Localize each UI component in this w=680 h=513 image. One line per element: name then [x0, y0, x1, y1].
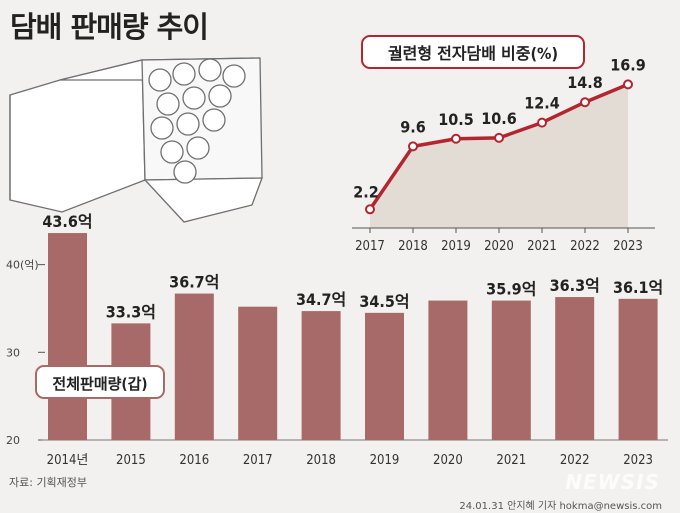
x-tick-label: 2019 [441, 239, 471, 254]
data-point [408, 141, 418, 152]
y-tick-label: 30 [6, 346, 20, 359]
x-tick-label: 2014년 [47, 453, 89, 468]
sales-volume-chart: 40(억) 30 20 43.6억 2014년 33.3억 2015 36.7억 2016 201… [6, 212, 668, 468]
y-tick-label: 20 [6, 434, 20, 447]
newsis-watermark: NEWSIS [565, 470, 660, 494]
data-label: 16.9 [610, 55, 646, 74]
x-tick-label: 2023 [623, 453, 653, 468]
bar-data-label: 36.1억 [613, 278, 663, 297]
data-point [365, 204, 375, 215]
data-point [494, 132, 504, 143]
area-title: 궐련형 전자담배 비중(%) [388, 44, 558, 63]
bar-data-label: 36.7억 [169, 273, 219, 292]
x-tick-label: 2020 [484, 239, 514, 254]
page-title: 담배 판매량 추이 [10, 10, 209, 44]
bar-title-box: 전체판매량(갑) [35, 365, 165, 399]
bar [301, 311, 341, 440]
bar-data-label: 43.6억 [42, 212, 92, 231]
x-tick-label: 2020 [433, 453, 463, 468]
data-label: 10.5 [438, 110, 474, 129]
bar [48, 233, 87, 440]
x-tick-label: 2022 [570, 239, 600, 254]
bar [428, 300, 468, 440]
data-point [451, 133, 461, 144]
credit-line: 24.01.31 안지혜 기자 hokma@newsis.com [459, 501, 662, 512]
watermark-text: NEWSIS [565, 470, 660, 494]
data-point [580, 97, 590, 108]
bar [491, 300, 531, 440]
data-label: 12.4 [524, 94, 560, 113]
source-note: 자료: 기획재정부 [9, 476, 88, 489]
area-fill [370, 84, 628, 228]
bar [555, 297, 595, 440]
bar [238, 306, 278, 440]
data-point [623, 79, 633, 90]
bar [618, 298, 658, 440]
e-cigarette-share-chart: 2017 2018 2019 2020 2021 2022 2023 2.2 9.6 10.5 10… [352, 55, 655, 254]
x-tick-label: 2017 [243, 453, 273, 468]
x-tick-label: 2022 [560, 453, 590, 468]
bar [365, 312, 404, 440]
x-tick-label: 2016 [179, 453, 209, 468]
bar-data-label: 35.9억 [486, 280, 536, 299]
bar-data-label: 36.3억 [550, 276, 600, 295]
data-label: 10.6 [481, 109, 517, 128]
data-label: 9.6 [400, 117, 426, 136]
data-point [537, 117, 547, 128]
y-tick-label: 40(억) [6, 259, 39, 272]
bar [174, 293, 214, 440]
x-tick-label: 2018 [306, 453, 336, 468]
x-tick-label: 2021 [527, 239, 557, 254]
x-tick-label: 2023 [613, 239, 643, 254]
x-tick-label: 2015 [116, 453, 146, 468]
cigarette-pack-illustration [9, 57, 263, 223]
bar-title: 전체판매량(갑) [52, 375, 147, 393]
bar-data-label: 34.5억 [359, 292, 409, 311]
data-label: 2.2 [353, 182, 379, 201]
data-label: 14.8 [567, 73, 603, 92]
bar-data-label: 34.7억 [296, 290, 346, 309]
x-tick-label: 2021 [496, 453, 526, 468]
x-tick-label: 2018 [398, 239, 428, 254]
bar-data-label: 33.3억 [106, 302, 156, 321]
x-tick-label: 2017 [355, 239, 385, 254]
area-title-box: 궐련형 전자담배 비중(%) [361, 35, 585, 69]
x-tick-label: 2019 [370, 453, 400, 468]
